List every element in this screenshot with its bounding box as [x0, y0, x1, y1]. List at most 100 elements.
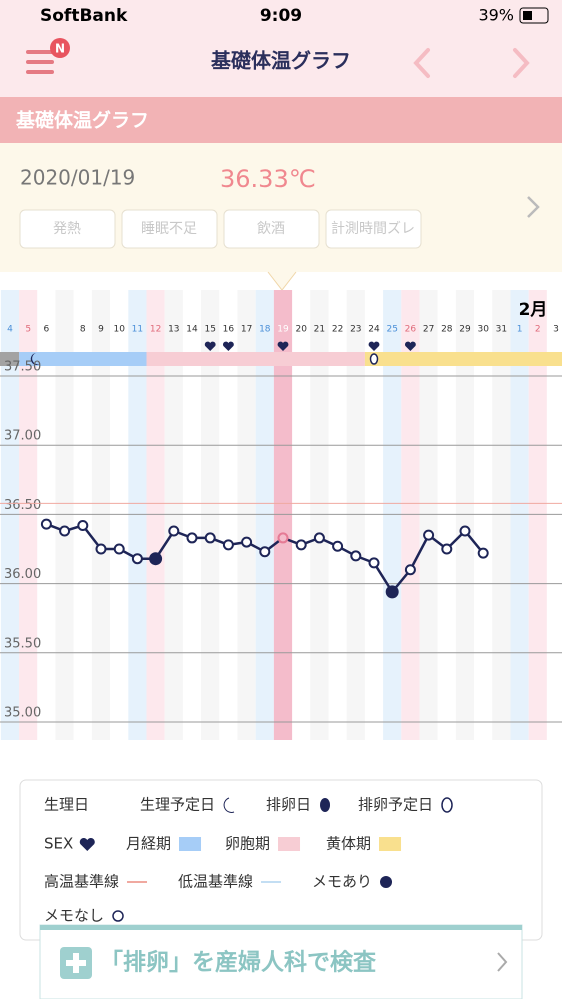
x-tick-label: 21 [314, 325, 325, 335]
legend-label: SEX [44, 835, 73, 853]
time: 9:09 [260, 6, 302, 26]
column-bg [510, 290, 529, 740]
temperature-point [313, 532, 325, 544]
sex-heart [404, 341, 416, 351]
x-tick-label: 13 [168, 325, 179, 335]
temperature-point [259, 546, 271, 558]
x-tick-label: 23 [350, 325, 361, 335]
x-tick-label: 15 [204, 325, 215, 335]
temperature-point [95, 543, 107, 555]
banner[interactable] [39, 924, 523, 1000]
x-tick-label: 16 [223, 325, 235, 335]
column-bg [310, 290, 329, 740]
column-bg [419, 290, 438, 740]
column-bg [546, 290, 562, 740]
column-bg [0, 290, 20, 740]
column-bg [164, 290, 183, 740]
banner-chevron [497, 952, 508, 972]
temperature-point [277, 532, 289, 544]
column-bg [91, 290, 111, 740]
phase-bar [19, 352, 147, 366]
column-bg [237, 290, 256, 740]
x-tick-label: 29 [459, 325, 471, 335]
date: 2020/01/19 [20, 166, 135, 190]
temperature-point [186, 532, 198, 544]
legend-icon [441, 797, 453, 813]
legend-icon [320, 798, 331, 812]
column-bg [292, 290, 311, 740]
next-button[interactable] [513, 48, 530, 78]
x-tick-label: 18 [259, 325, 271, 335]
x-tick-label: 19 [277, 325, 289, 335]
tag-button[interactable] [19, 209, 116, 249]
carrier: SoftBank [40, 6, 128, 26]
legend-label: 月経期 [126, 835, 171, 853]
badge-text: N [55, 42, 65, 56]
pointer [267, 271, 297, 291]
top-bar [0, 0, 562, 97]
nav-title: 基礎体温グラフ [211, 49, 351, 73]
x-tick-label: 2 [535, 325, 541, 335]
x-tick-label: 8 [80, 325, 86, 335]
y-tick-label: 37.00 [4, 429, 41, 444]
tag-button[interactable] [223, 209, 320, 249]
column-bg [401, 290, 420, 740]
legend-icon [380, 876, 393, 888]
column-bg [328, 290, 347, 740]
column-bg [37, 290, 56, 740]
column-bg [437, 290, 456, 740]
column-bg [455, 290, 475, 740]
temperature-point [241, 536, 253, 548]
y-tick-label: 36.50 [4, 498, 41, 513]
detail-chevron[interactable] [527, 196, 540, 218]
x-tick-label: 4 [7, 325, 13, 335]
x-tick-label: 28 [441, 325, 453, 335]
legend-label: 生理日 [44, 796, 89, 814]
tag-button[interactable] [121, 209, 218, 249]
tag-button[interactable] [325, 209, 422, 249]
y-tick-label: 36.00 [4, 567, 41, 582]
x-tick-label: 20 [295, 325, 307, 335]
section-title: 基礎体温グラフ [15, 109, 149, 132]
column-bg [128, 290, 147, 740]
menu-button[interactable] [26, 50, 54, 74]
temperature-point [385, 585, 399, 599]
prev-button[interactable] [413, 48, 430, 78]
legend-label: メモなし [44, 907, 104, 925]
sex-heart [277, 341, 289, 351]
plus [66, 953, 86, 973]
y-tick-label: 35.50 [4, 636, 41, 651]
legend-label: 排卵日 [266, 796, 311, 814]
battery: 39% [478, 6, 514, 25]
phase-bar [364, 352, 562, 366]
legend-label: 高温基準線 [44, 873, 119, 891]
x-tick-label: 14 [186, 325, 198, 335]
column-bg [383, 290, 402, 740]
tag-label: 飲酒 [257, 221, 285, 237]
legend-label: 低温基準線 [178, 873, 253, 891]
x-tick-label: 24 [368, 325, 380, 335]
temperature-point [131, 553, 143, 565]
legend-label: 黄体期 [326, 835, 371, 853]
x-tick-label: 25 [386, 325, 397, 335]
column-bg [255, 290, 274, 740]
selected-column [273, 290, 293, 740]
legend-icon [278, 837, 301, 851]
x-tick-label: 6 [44, 325, 50, 335]
x-tick-label: 22 [332, 325, 343, 335]
tag-label: 睡眠不足 [141, 221, 197, 237]
x-tick-label: 9 [98, 325, 104, 335]
temperature-point [168, 525, 180, 537]
column-bg [182, 290, 202, 740]
info-panel [0, 143, 562, 272]
sex-heart [222, 341, 234, 351]
column-bg [364, 290, 384, 740]
battery-level [523, 11, 532, 20]
legend-label: 卵胞期 [225, 835, 270, 853]
section-bar [0, 97, 562, 143]
column-bg [19, 290, 38, 740]
temperature-point [204, 532, 216, 544]
